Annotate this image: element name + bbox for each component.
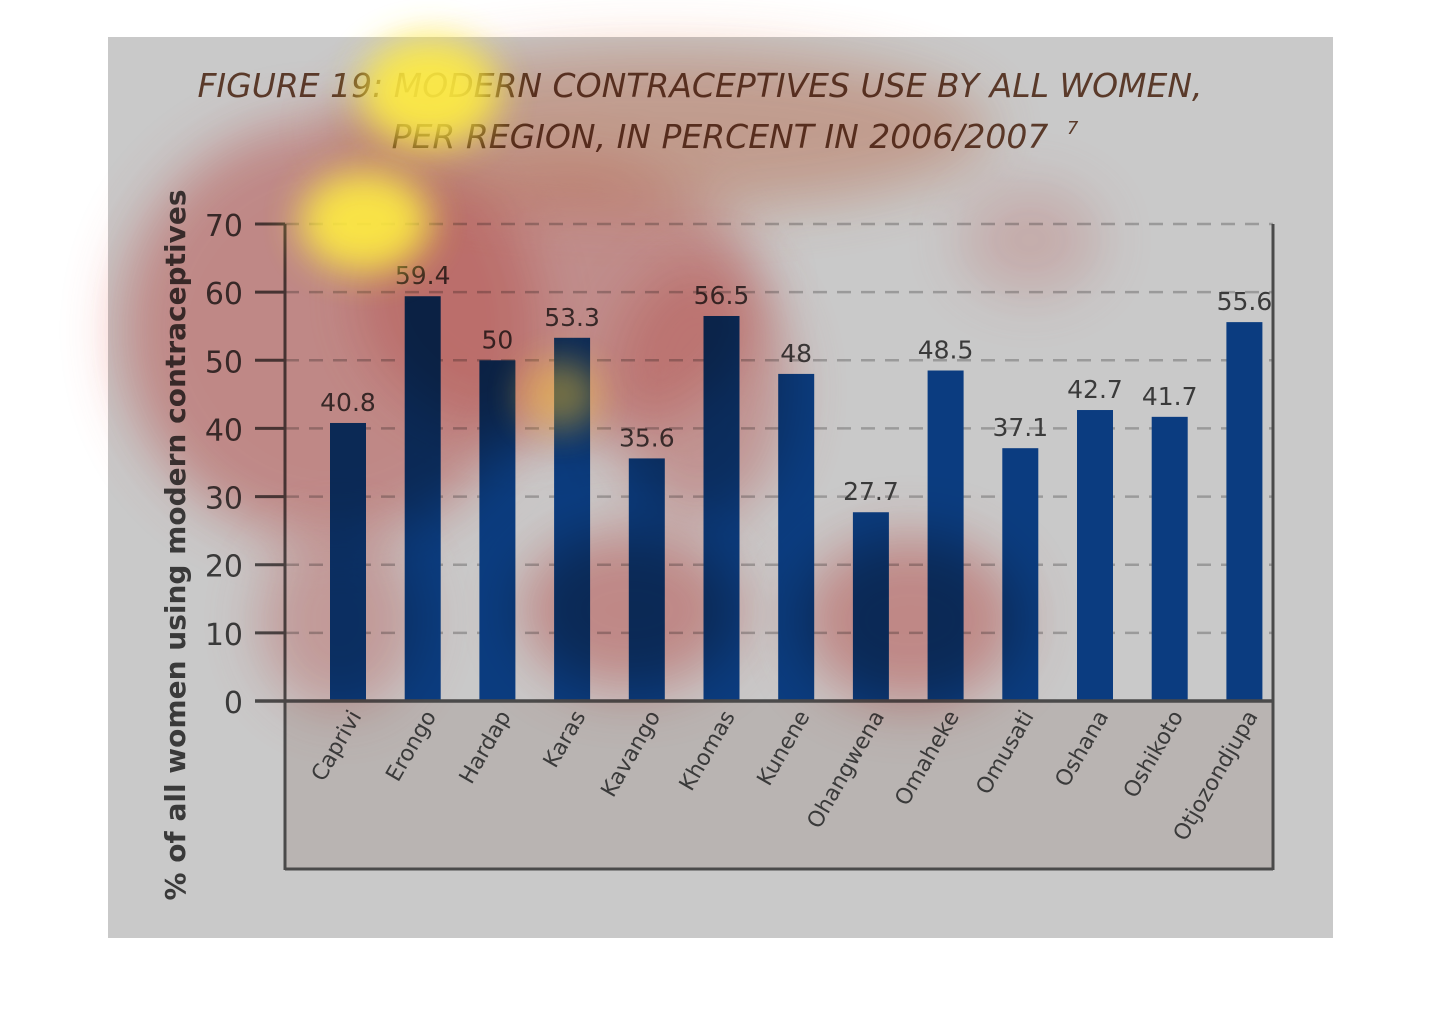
chart-title-footnote: 7: [1067, 118, 1079, 139]
y-tick-label-10: 10: [205, 618, 243, 653]
value-label-ohangwena: 27.7: [843, 477, 899, 506]
y-tick-label-0: 0: [224, 686, 243, 721]
attention-heatmap-overlay: [120, 50, 1100, 710]
bar-otjozondjupa: [1226, 322, 1263, 701]
value-label-oshikoto: 41.7: [1142, 382, 1198, 411]
y-tick-label-20: 20: [205, 550, 243, 585]
category-label-panel: [285, 701, 1273, 869]
value-label-omusati: 37.1: [992, 413, 1048, 442]
bar-omusati: [1002, 448, 1039, 701]
bar-oshana: [1077, 410, 1113, 701]
value-label-otjozondjupa: 55.6: [1217, 287, 1273, 316]
value-label-oshana: 42.7: [1067, 375, 1123, 404]
value-label-omaheke: 48.5: [918, 336, 974, 365]
bar-oshikoto: [1151, 416, 1188, 701]
attention-heatmap-highlights: [300, 37, 600, 430]
